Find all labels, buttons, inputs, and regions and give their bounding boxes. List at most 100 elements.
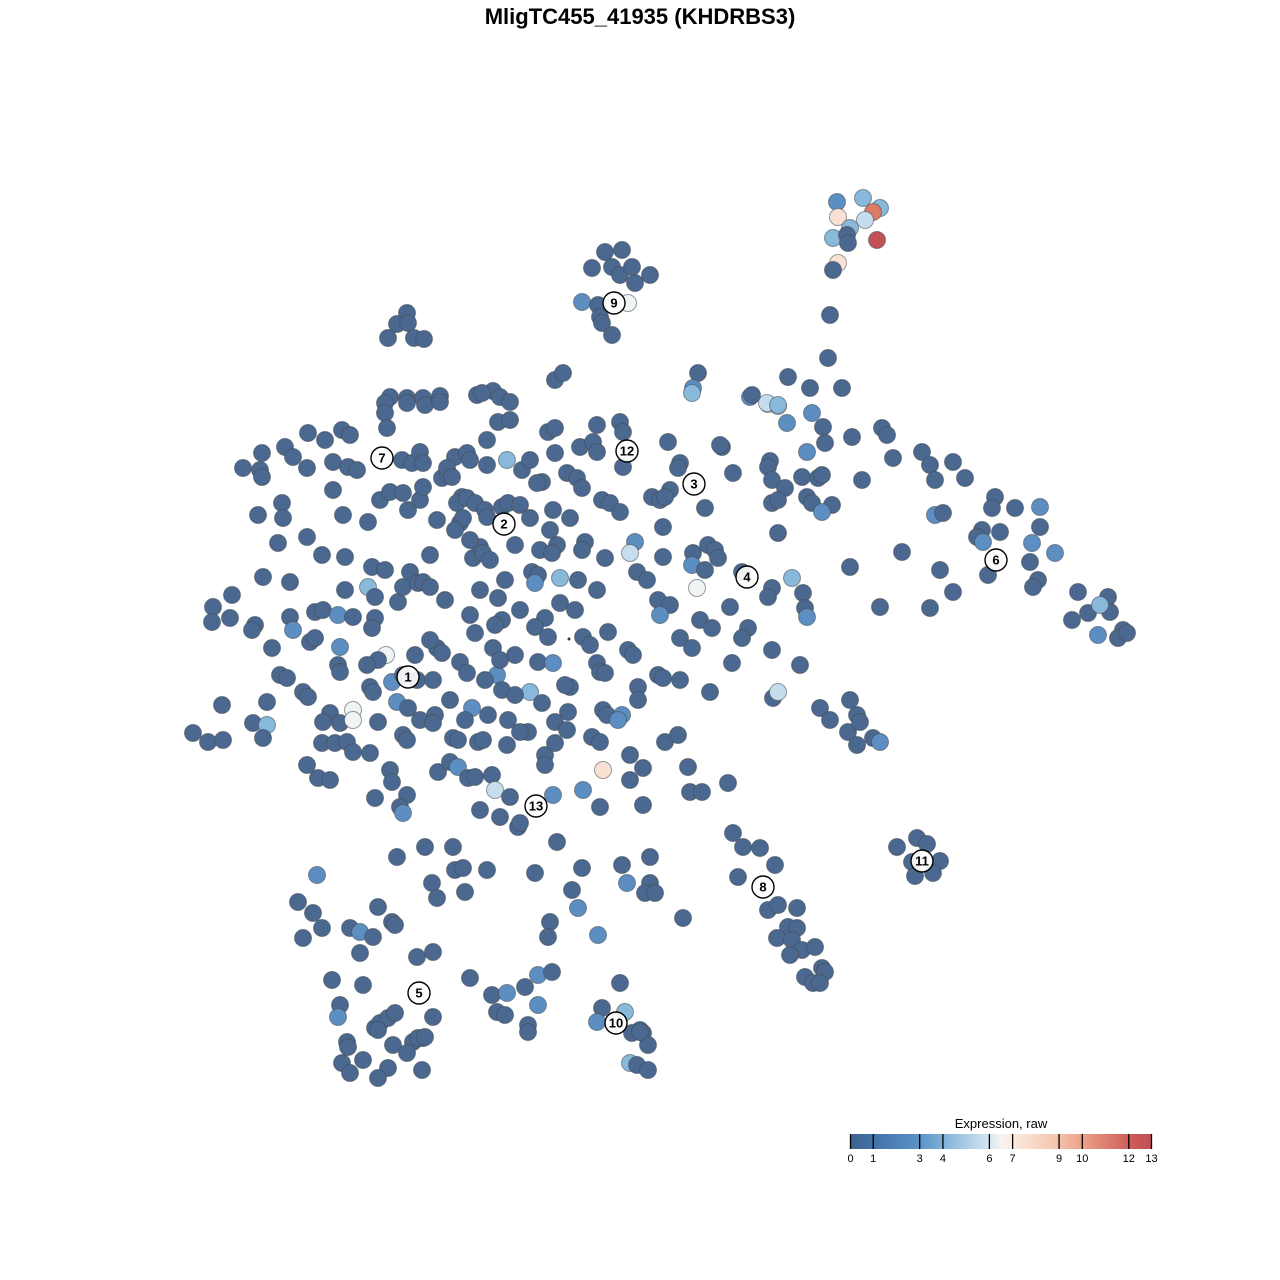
data-point — [926, 471, 944, 489]
data-point — [378, 419, 396, 437]
data-point — [811, 974, 829, 992]
data-point — [798, 608, 816, 626]
data-point — [729, 868, 747, 886]
data-point — [696, 499, 714, 517]
data-point — [768, 929, 786, 947]
data-point — [788, 899, 806, 917]
data-point — [624, 646, 642, 664]
data-point — [281, 573, 299, 591]
data-point — [618, 874, 636, 892]
cluster-label-circle — [682, 472, 706, 496]
data-point — [351, 944, 369, 962]
data-point — [821, 711, 839, 729]
data-point — [521, 451, 539, 469]
data-point — [548, 833, 566, 851]
data-point — [461, 451, 479, 469]
data-point — [554, 364, 572, 382]
data-point — [321, 771, 339, 789]
data-point — [399, 314, 417, 332]
data-point — [843, 428, 861, 446]
data-point — [249, 506, 267, 524]
data-point — [306, 629, 324, 647]
data-point — [626, 274, 644, 292]
data-point — [304, 904, 322, 922]
data-point — [541, 521, 559, 539]
data-point — [539, 928, 557, 946]
data-point — [544, 501, 562, 519]
data-point — [199, 733, 217, 751]
data-point — [341, 426, 359, 444]
data-point — [394, 804, 412, 822]
cluster-label-circle — [615, 439, 639, 463]
data-point — [358, 656, 376, 674]
data-point — [331, 663, 349, 681]
data-point — [816, 434, 834, 452]
data-point — [421, 578, 439, 596]
plot-title: MligTC455_41935 (KHDRBS3) — [484, 4, 796, 29]
data-point — [641, 848, 659, 866]
data-point — [471, 801, 489, 819]
data-point — [478, 861, 496, 879]
data-point — [466, 768, 484, 786]
data-point — [483, 986, 501, 1004]
data-point — [316, 431, 334, 449]
data-point — [428, 511, 446, 529]
data-point — [499, 711, 517, 729]
data-point — [414, 454, 432, 472]
data-point — [814, 418, 832, 436]
data-point — [621, 771, 639, 789]
data-point — [429, 763, 447, 781]
data-point — [856, 211, 874, 229]
data-point — [769, 683, 787, 701]
data-point — [674, 909, 692, 927]
data-point — [289, 893, 307, 911]
data-point — [421, 631, 439, 649]
data-point — [331, 638, 349, 656]
data-point — [446, 521, 464, 539]
data-point — [1006, 499, 1024, 517]
cluster-label-circle — [396, 665, 420, 689]
data-point — [1021, 553, 1039, 571]
data-point — [526, 574, 544, 592]
cluster-label-text: 1 — [404, 670, 411, 685]
data-point — [511, 496, 529, 514]
legend-tick-label: 13 — [1145, 1153, 1157, 1165]
data-point — [639, 1061, 657, 1079]
data-point — [478, 456, 496, 474]
cluster-label-circle — [984, 548, 1008, 572]
data-point — [539, 628, 557, 646]
data-point — [308, 866, 326, 884]
data-point — [398, 1044, 416, 1062]
data-point — [433, 644, 451, 662]
data-point — [974, 533, 992, 551]
data-point — [324, 481, 342, 499]
data-point — [416, 838, 434, 856]
data-point — [806, 938, 824, 956]
cluster-label-text: 2 — [500, 517, 507, 532]
data-point — [573, 479, 591, 497]
data-point — [354, 1051, 372, 1069]
data-point — [234, 459, 252, 477]
cluster-label-circle — [492, 512, 516, 536]
data-point — [299, 688, 317, 706]
data-point — [671, 671, 689, 689]
data-point — [386, 916, 404, 934]
data-point — [284, 448, 302, 466]
data-point — [359, 513, 377, 531]
data-point — [298, 459, 316, 477]
data-point — [654, 518, 672, 536]
data-point — [596, 664, 614, 682]
data-point — [801, 379, 819, 397]
data-point — [423, 874, 441, 892]
data-point — [424, 671, 442, 689]
data-point — [364, 683, 382, 701]
data-point — [828, 193, 846, 211]
data-point — [561, 509, 579, 527]
data-point — [956, 469, 974, 487]
data-point — [399, 501, 417, 519]
data-point — [1024, 578, 1042, 596]
data-point — [424, 714, 442, 732]
data-point — [751, 839, 769, 857]
